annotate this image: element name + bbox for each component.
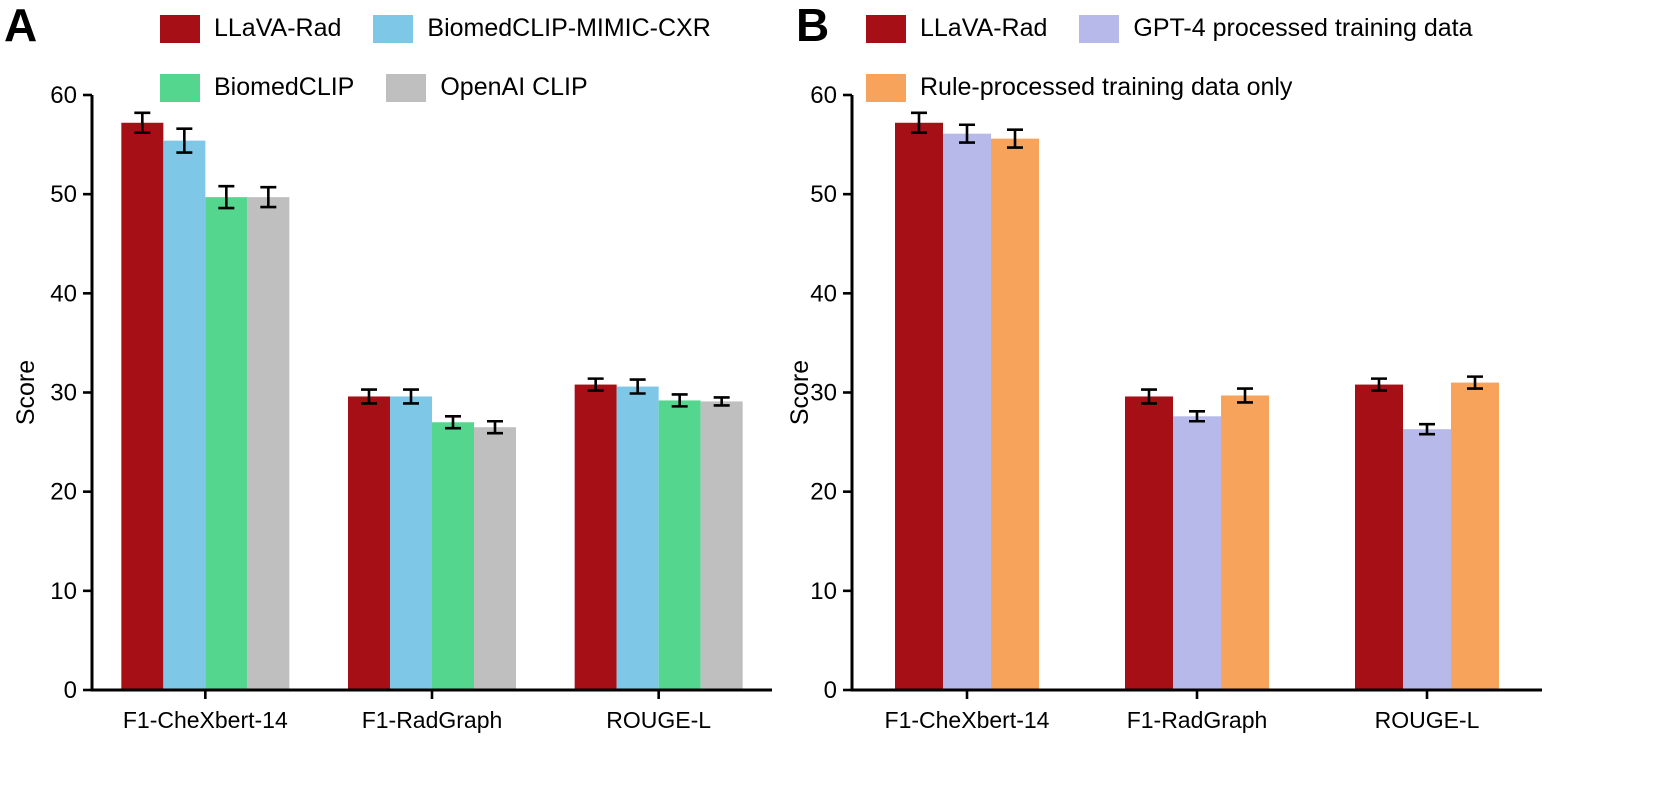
- bar-gpt-4-processed-training-data-f1-chexbert-14: [943, 133, 991, 691]
- legend-swatch-gpt-4-processed-training-data: [1079, 14, 1120, 43]
- error-bar-biomedclip-mimic-cxr-f1-chexbert-14: [176, 127, 193, 154]
- x-category-label: F1-CheXbert-14: [123, 707, 288, 733]
- bar-llava-rad-f1-radgraph: [348, 396, 390, 690]
- panel-a-label: A: [4, 0, 38, 51]
- bar-biomedclip-mimic-cxr-f1-chexbert-14: [163, 140, 206, 690]
- legend-row: LLaVA-Rad GPT-4 processed training data: [866, 14, 1472, 43]
- y-tick-label: 0: [824, 677, 837, 704]
- y-tick-label: 40: [810, 280, 837, 307]
- error-bar-llava-rad-rouge-l: [1371, 377, 1387, 392]
- bar-gpt-4-processed-training-data-rouge-l: [1403, 429, 1451, 690]
- bar-gpt-4-processed-training-data-f1-radgraph: [1173, 416, 1221, 690]
- bar-openai-clip-f1-chexbert-14: [247, 197, 290, 690]
- error-bar-biomedclip-rouge-l: [671, 393, 688, 408]
- legend-row: BiomedCLIP OpenAI CLIP: [160, 73, 711, 102]
- y-tick-label: 20: [50, 479, 77, 506]
- legend-item-gpt-4-processed-training-data: GPT-4 processed training data: [1079, 14, 1472, 43]
- y-tick-label: 10: [50, 578, 77, 605]
- bar-rule-processed-training-data-only-f1-radgraph: [1221, 395, 1269, 690]
- y-tick-label: 50: [810, 181, 837, 208]
- error-bar-gpt-4-processed-training-data-f1-chexbert-14: [959, 123, 975, 144]
- legend-swatch-biomedclip-mimic-cxr: [373, 14, 414, 43]
- error-bar-llava-rad-f1-chexbert-14: [911, 111, 927, 134]
- legend-row: LLaVA-Rad BiomedCLIP-MIMIC-CXR: [160, 14, 711, 43]
- error-bar-openai-clip-f1-radgraph: [487, 419, 503, 435]
- legend-row: Rule-processed training data only: [866, 73, 1472, 102]
- bar-llava-rad-f1-radgraph: [1125, 396, 1173, 690]
- legend-label-llava-rad: LLaVA-Rad: [920, 14, 1048, 42]
- bar-openai-clip-rouge-l: [700, 401, 743, 690]
- legend-item-rule-processed-training-data-only: Rule-processed training data only: [866, 73, 1292, 102]
- bar-biomedclip-f1-radgraph: [432, 422, 474, 690]
- bar-llava-rad-rouge-l: [1355, 384, 1403, 690]
- error-bar-rule-processed-training-data-only-f1-chexbert-14: [1007, 128, 1023, 149]
- bar-biomedclip-mimic-cxr-rouge-l: [616, 386, 659, 690]
- legend-item-biomedclip: BiomedCLIP: [160, 73, 354, 102]
- error-bar-gpt-4-processed-training-data-f1-radgraph: [1189, 410, 1205, 423]
- error-bar-gpt-4-processed-training-data-rouge-l: [1419, 422, 1435, 436]
- panel-a-legend: LLaVA-Rad BiomedCLIP-MIMIC-CXR BiomedCLIP O…: [160, 14, 711, 102]
- x-category-label: ROUGE-L: [606, 707, 711, 733]
- error-bar-biomedclip-f1-chexbert-14: [218, 184, 235, 210]
- y-tick-label: 30: [50, 380, 77, 407]
- panel-a-chart: F1-CheXbert-14 F1-RadGraph ROUGE-L 0 10 20 30 4…: [12, 82, 772, 733]
- x-category-label: ROUGE-L: [1375, 707, 1480, 733]
- bar-llava-rad-f1-chexbert-14: [121, 122, 164, 691]
- error-bar-llava-rad-rouge-l: [587, 377, 604, 392]
- legend-swatch-biomedclip: [160, 73, 200, 102]
- bar-rule-processed-training-data-only-rouge-l: [1451, 382, 1499, 690]
- y-tick-label: 40: [50, 280, 77, 307]
- legend-label-gpt-4-processed-training-data: GPT-4 processed training data: [1133, 14, 1473, 42]
- y-axis-title: Score: [12, 360, 40, 425]
- legend-label-rule-processed-training-data-only: Rule-processed training data only: [920, 73, 1293, 101]
- error-bar-biomedclip-mimic-cxr-rouge-l: [629, 378, 646, 395]
- x-category-label: F1-RadGraph: [1127, 707, 1268, 733]
- bar-biomedclip-rouge-l: [658, 400, 701, 690]
- legend-item-biomedclip-mimic-cxr: BiomedCLIP-MIMIC-CXR: [373, 14, 711, 43]
- legend-label-openai-clip: OpenAI CLIP: [440, 73, 588, 101]
- y-tick-label: 60: [50, 82, 77, 109]
- error-bar-llava-rad-f1-radgraph: [1141, 388, 1157, 405]
- legend-item-openai-clip: OpenAI CLIP: [386, 73, 588, 102]
- legend-swatch-rule-processed-training-data-only: [866, 73, 906, 102]
- error-bar-llava-rad-f1-radgraph: [361, 388, 377, 405]
- bar-openai-clip-f1-radgraph: [474, 427, 516, 690]
- y-tick-label: 10: [810, 578, 837, 605]
- panel-b-legend: LLaVA-Rad GPT-4 processed training data Ru…: [866, 14, 1472, 102]
- error-bar-rule-processed-training-data-only-f1-radgraph: [1237, 387, 1253, 404]
- bar-rule-processed-training-data-only-f1-chexbert-14: [991, 138, 1039, 691]
- bar-biomedclip-f1-chexbert-14: [205, 197, 248, 690]
- y-tick-label: 0: [64, 677, 77, 704]
- bar-llava-rad-f1-chexbert-14: [895, 122, 943, 691]
- panel-a: A LLaVA-Rad BiomedCLIP-MIMIC-CXR BiomedCLI…: [0, 0, 792, 803]
- x-category-label: F1-CheXbert-14: [885, 707, 1050, 733]
- legend-label-llava-rad: LLaVA-Rad: [214, 14, 342, 42]
- legend-label-biomedclip: BiomedCLIP: [214, 73, 355, 101]
- y-tick-label: 50: [50, 181, 77, 208]
- error-bar-openai-clip-rouge-l: [713, 396, 730, 407]
- error-bar-biomedclip-f1-radgraph: [445, 415, 461, 430]
- bar-llava-rad-rouge-l: [574, 384, 617, 690]
- y-axis-title: Score: [786, 360, 814, 425]
- y-tick-label: 60: [810, 82, 837, 109]
- legend-label-biomedclip-mimic-cxr: BiomedCLIP-MIMIC-CXR: [427, 14, 711, 42]
- legend-item-llava-rad: LLaVA-Rad: [160, 14, 341, 43]
- panel-b: B LLaVA-Rad GPT-4 processed training data…: [786, 0, 1661, 803]
- legend-swatch-openai-clip: [386, 73, 427, 102]
- error-bar-biomedclip-mimic-cxr-f1-radgraph: [403, 388, 419, 405]
- legend-item-llava-rad: LLaVA-Rad: [866, 14, 1047, 43]
- bar-biomedclip-mimic-cxr-f1-radgraph: [390, 396, 432, 690]
- error-bar-llava-rad-f1-chexbert-14: [134, 111, 151, 134]
- y-tick-label: 20: [810, 479, 837, 506]
- panel-b-label: B: [796, 0, 830, 51]
- error-bar-rule-processed-training-data-only-rouge-l: [1467, 375, 1483, 390]
- panel-b-chart: F1-CheXbert-14 F1-RadGraph ROUGE-L 0 10 20 30 4…: [786, 82, 1542, 733]
- error-bar-openai-clip-f1-chexbert-14: [260, 185, 277, 209]
- y-tick-label: 30: [810, 380, 837, 407]
- legend-swatch-llava-rad: [866, 14, 906, 43]
- legend-swatch-llava-rad: [160, 14, 200, 43]
- x-category-label: F1-RadGraph: [362, 707, 503, 733]
